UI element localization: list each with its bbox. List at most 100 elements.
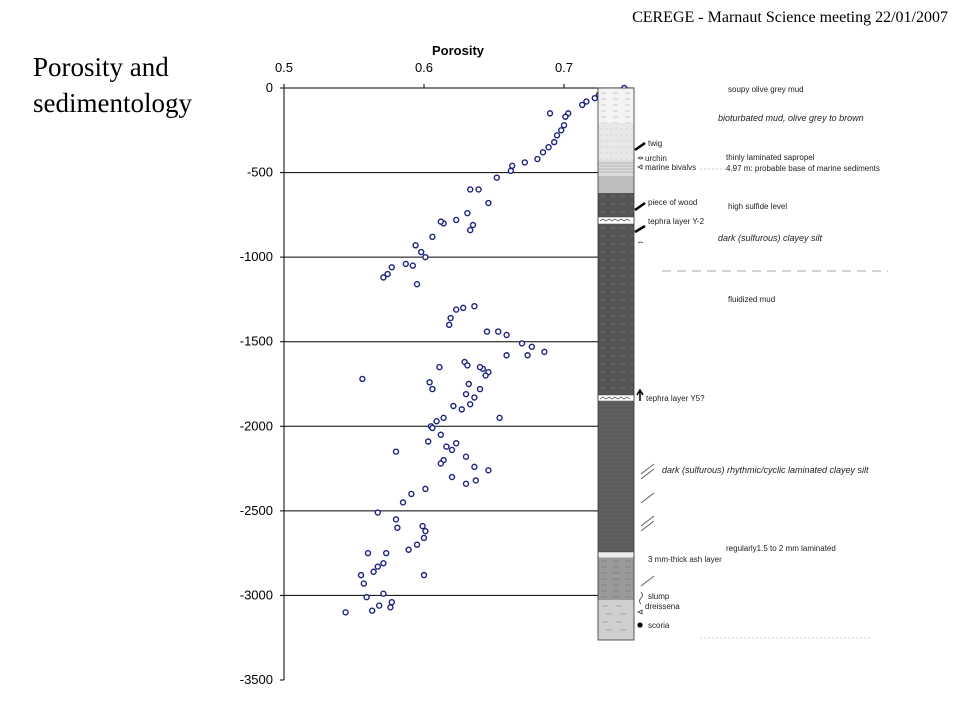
- dark-clayey-silt-label: dark (sulfurous) clayey silt: [718, 233, 823, 243]
- unit-transition: [598, 176, 634, 193]
- data-point: [437, 431, 444, 438]
- data-point: [482, 372, 489, 379]
- data-point: [471, 394, 478, 401]
- small-shell-symbol: [637, 241, 644, 244]
- data-point: [539, 149, 547, 156]
- laminated-clayey-silt-label: dark (sulfurous) rhythmic/cyclic laminat…: [662, 465, 869, 475]
- ash-layer-band: [597, 551, 635, 559]
- data-points: [342, 84, 628, 616]
- tephra-y5-label: tephra layer Y5?: [646, 394, 705, 403]
- data-point: [496, 414, 503, 422]
- twig-symbol: [634, 141, 646, 152]
- data-point: [450, 402, 457, 410]
- data-point: [541, 348, 548, 356]
- data-point: [534, 155, 541, 163]
- y-tick-label: 0: [266, 80, 273, 95]
- tephra-y2-label: tephra layer Y-2: [648, 217, 705, 226]
- data-point: [472, 477, 479, 484]
- unit-base-light: [598, 600, 634, 640]
- data-point: [467, 186, 474, 193]
- soupy-mud-label: soupy olive grey mud: [728, 85, 804, 94]
- y-tick-label: -500: [247, 165, 273, 180]
- data-point: [357, 571, 365, 579]
- core-log-column: [597, 87, 635, 641]
- tephra-y5-arrow: [636, 388, 644, 401]
- data-point: [405, 546, 412, 553]
- tephra-y2-band: [597, 216, 635, 225]
- urchin-symbol: [637, 156, 644, 160]
- x-tick-label: 0.7: [555, 60, 573, 75]
- data-point: [462, 480, 470, 487]
- unit-sulfide: [598, 193, 634, 217]
- y-tick-label: -1500: [240, 334, 273, 349]
- data-point: [562, 113, 569, 120]
- data-point: [460, 304, 467, 312]
- data-point: [446, 321, 453, 328]
- data-point: [458, 406, 465, 413]
- data-point: [558, 127, 565, 134]
- base-dashes: [602, 605, 626, 631]
- porosity-plot: Porosity 0.5 0.6 0.7 0 -500 -1000 -1500 -2000 -…: [240, 43, 634, 687]
- data-point: [503, 331, 510, 339]
- tephra-y5-symbol: [599, 396, 631, 400]
- slide-title-line-2: sedimentology: [33, 88, 192, 118]
- data-point: [380, 560, 387, 567]
- dreissena-label: dreissena: [645, 602, 680, 611]
- unit-sapropel: [598, 160, 634, 176]
- data-point: [422, 253, 429, 261]
- data-point: [360, 580, 367, 587]
- annotation-labels: twig urchin marine bivalvs piece of wood…: [645, 85, 880, 630]
- data-point: [591, 94, 598, 102]
- data-point: [384, 270, 391, 278]
- slide-header: CEREGE - Marnaut Science meeting 22/01/2…: [632, 9, 948, 26]
- data-point: [467, 401, 474, 408]
- data-point: [412, 242, 419, 249]
- data-point: [392, 516, 400, 523]
- data-point: [380, 590, 387, 597]
- x-ticks: 0.5 0.6 0.7: [275, 60, 573, 88]
- data-point: [471, 302, 478, 310]
- data-point: [471, 463, 478, 471]
- data-point: [485, 199, 492, 207]
- unit-soupy-mud: [598, 88, 634, 123]
- urchin-label: urchin: [645, 154, 667, 163]
- x-axis-label: Porosity: [432, 43, 485, 58]
- data-point: [437, 218, 444, 225]
- data-point: [394, 524, 401, 531]
- data-point: [462, 453, 470, 460]
- data-point: [429, 424, 436, 432]
- fluidized-mud-label: fluidized mud: [728, 295, 775, 304]
- wood-symbol: [634, 201, 646, 212]
- unit-clayey-silt: [598, 224, 634, 395]
- tephra-y2-symbol: [599, 218, 631, 222]
- y-tick-label: -3500: [240, 672, 273, 687]
- bivalve-symbol: [637, 164, 643, 170]
- x-tick-label: 0.5: [275, 60, 293, 75]
- data-point: [420, 534, 428, 542]
- data-point: [422, 527, 429, 535]
- data-point: [465, 380, 472, 388]
- slide-title: Porosity and sedimentology: [33, 49, 233, 121]
- data-point: [425, 438, 432, 445]
- data-point: [464, 209, 471, 217]
- data-point: [388, 598, 395, 606]
- marine-bivalves-label: marine bivalvs: [645, 163, 696, 172]
- data-point: [429, 233, 436, 241]
- data-point: [429, 385, 436, 393]
- lamination-symbols: [640, 463, 655, 587]
- data-point: [363, 593, 370, 601]
- y-tick-label: -3000: [240, 587, 273, 602]
- data-point: [495, 328, 502, 335]
- data-point: [464, 362, 471, 369]
- data-point: [413, 281, 421, 288]
- y-ticks: 0 -500 -1000 -1500 -2000 -2500 -3000 -3500: [240, 80, 284, 687]
- data-point: [453, 440, 460, 447]
- sapropel-label: thinly laminated sapropel: [726, 153, 815, 162]
- bioturbated-mud-label: bioturbated mud, olive grey to brown: [718, 113, 864, 123]
- data-point: [409, 262, 416, 269]
- scoria-label: scoria: [648, 621, 670, 630]
- data-point: [392, 448, 400, 455]
- data-point: [551, 138, 558, 146]
- data-point: [408, 490, 415, 498]
- data-point: [426, 379, 433, 386]
